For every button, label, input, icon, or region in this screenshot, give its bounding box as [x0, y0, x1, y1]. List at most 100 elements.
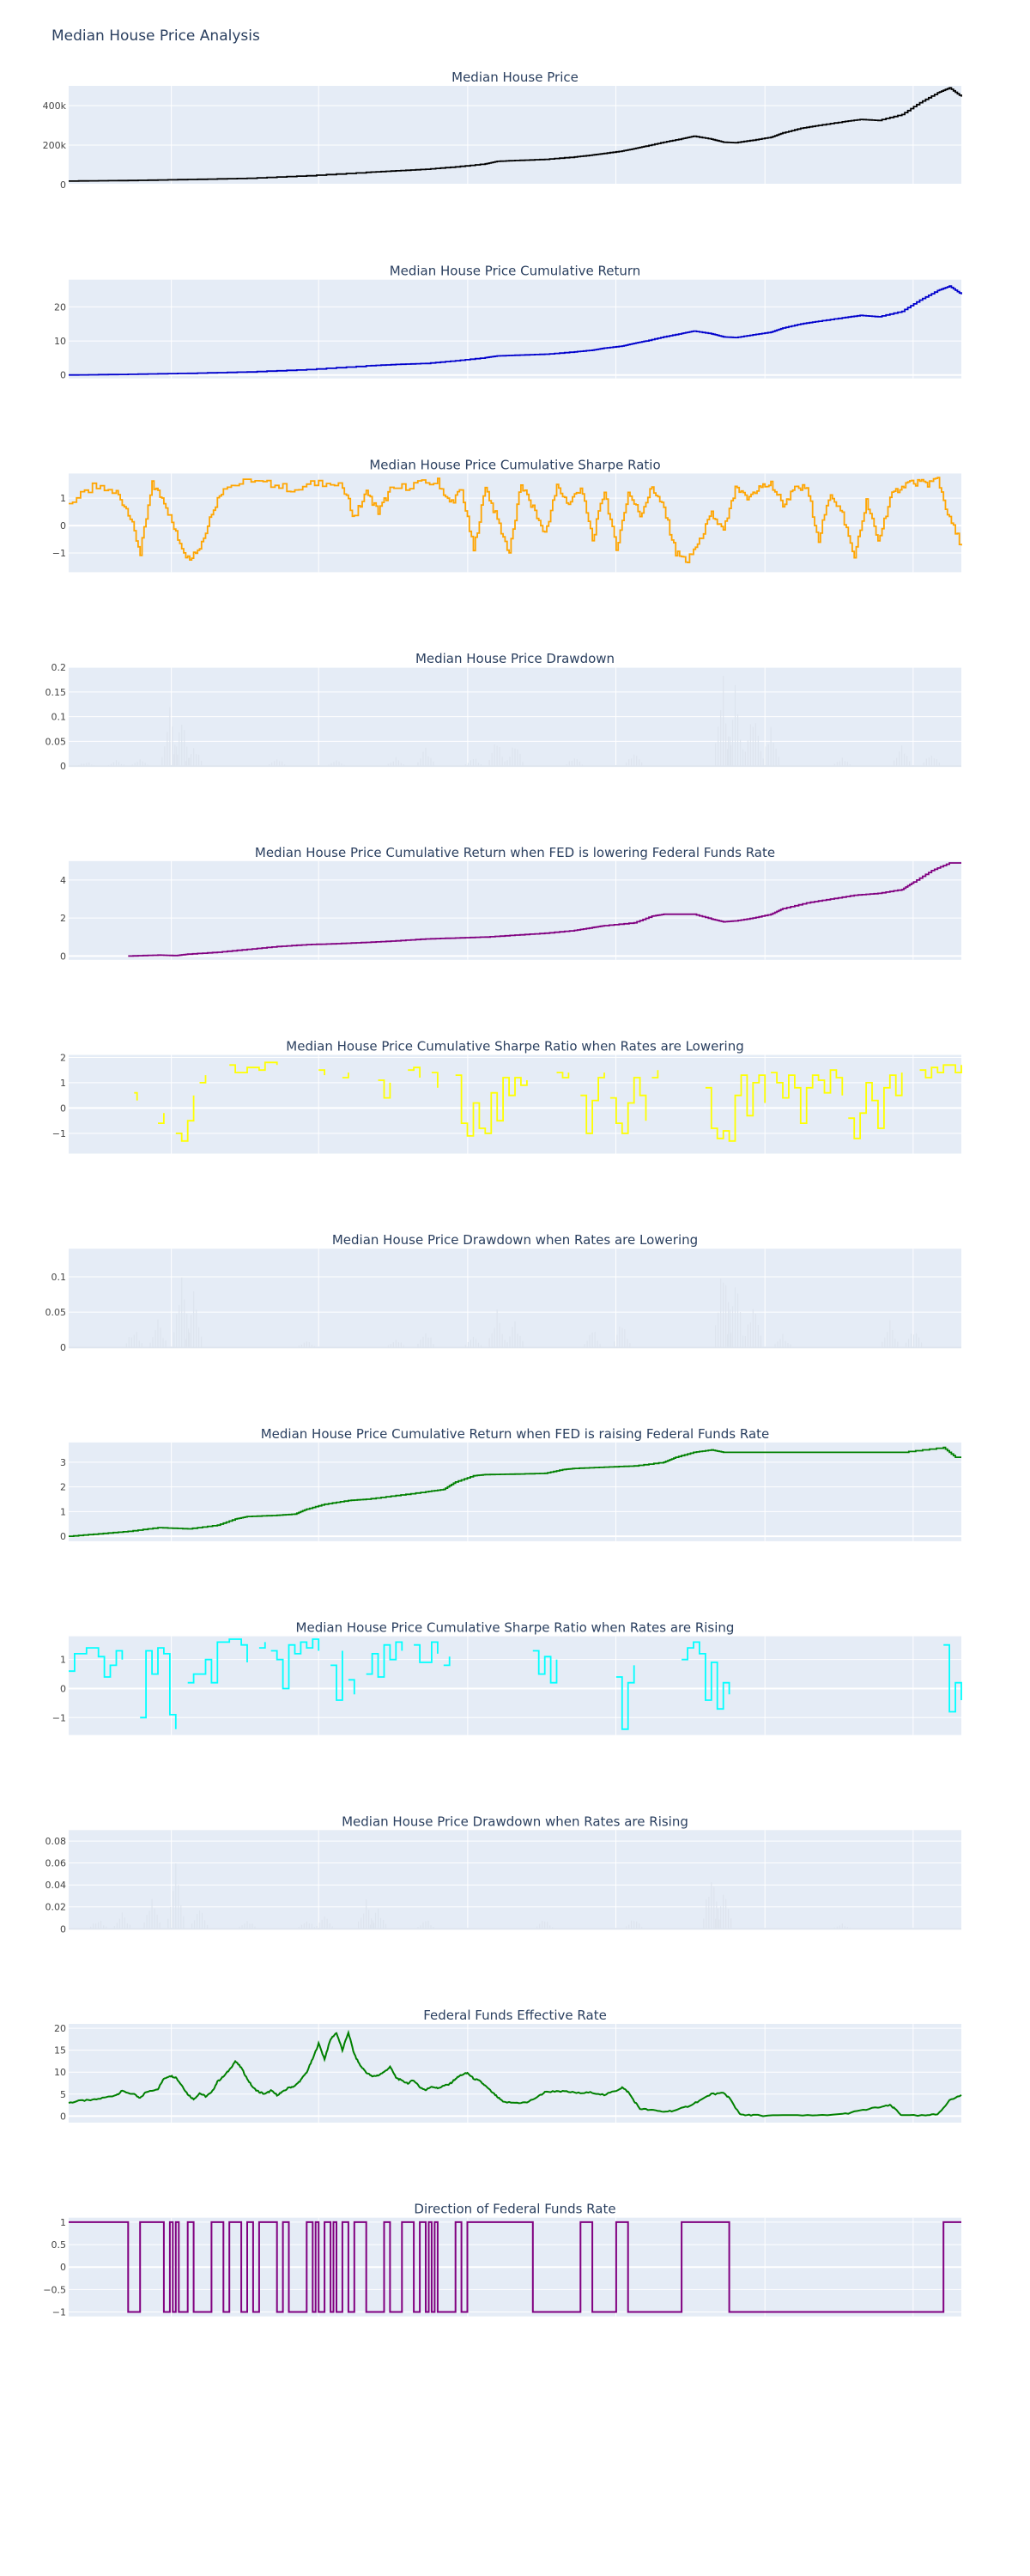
- plot-background: [69, 86, 961, 185]
- series-segment: [580, 1072, 605, 1134]
- y-tick-label: 0: [60, 951, 66, 962]
- series-segment: [848, 1072, 903, 1139]
- plot-background: [69, 1830, 961, 1929]
- chart-title: Median House Price Cumulative Sharpe Rat…: [286, 1039, 743, 1054]
- series-segment: [199, 1075, 207, 1084]
- y-tick-label: 0.2: [52, 662, 67, 673]
- series-line: [69, 477, 962, 563]
- y-tick-label: 0.15: [45, 687, 67, 698]
- chart-title: Median House Price Drawdown when Rates a…: [332, 1232, 698, 1248]
- chart-3: −1 0 1 Median House Price Cumulative Sharpe…: [52, 457, 962, 573]
- y-tick-label: 20: [54, 301, 66, 313]
- series-segment: [556, 1072, 570, 1078]
- chart-title: Median House Price Drawdown: [415, 651, 615, 666]
- chart-title: Median House Price Cumulative Sharpe Rat…: [296, 1620, 735, 1636]
- plot-background: [69, 1054, 961, 1154]
- y-tick-label: 0.5: [52, 2239, 67, 2251]
- y-tick-label: 0.1: [52, 712, 67, 723]
- series-segment: [134, 1091, 138, 1101]
- y-tick-label: 0: [60, 1342, 66, 1353]
- y-tick-label: 0: [60, 761, 66, 772]
- y-tick-label: 15: [54, 2045, 66, 2057]
- y-tick-label: 0: [60, 2262, 66, 2273]
- chart-1: 0 200k 400k Median House Price: [43, 70, 962, 191]
- chart-10: 0 0.02 0.04 0.06 0.08 Median House Price Draw…: [45, 1814, 961, 1935]
- chart-5: 0 2 4 Median House Price Cumulative Return …: [60, 845, 961, 962]
- series-segment: [378, 1079, 391, 1099]
- chart-7: 0 0.05 0.1 Median House Price Drawdown when…: [45, 1232, 961, 1353]
- chart-8: 0 1 2 3 Median House Price Cumulative Return…: [60, 1426, 961, 1542]
- chart-title: Median House Price Cumulative Return whe…: [255, 845, 775, 860]
- y-tick-label: 0.05: [45, 736, 67, 747]
- y-tick-label: 0: [60, 1683, 66, 1694]
- y-tick-label: −1: [52, 1712, 66, 1723]
- y-tick-label: 5: [60, 2089, 66, 2100]
- y-tick-label: 10: [54, 336, 66, 347]
- y-tick-label: 0: [60, 520, 66, 532]
- series-segment: [187, 1638, 248, 1684]
- y-tick-label: 1: [60, 2217, 66, 2228]
- series-segment: [443, 1656, 451, 1667]
- chart-title: Direction of Federal Funds Rate: [414, 2202, 615, 2217]
- chart-title: Median House Price: [451, 70, 579, 85]
- page-title: Median House Price Analysis: [52, 27, 260, 45]
- chart-title: Federal Funds Effective Rate: [423, 2008, 607, 2023]
- series-segment: [414, 1641, 439, 1663]
- y-tick-label: −1: [52, 2306, 66, 2318]
- plot-background: [69, 2024, 961, 2123]
- chart-11: 0 5 10 15 20 Federal Funds Effective Rate: [54, 2008, 962, 2123]
- series-segment: [366, 1641, 403, 1678]
- y-tick-label: −1: [52, 548, 66, 559]
- y-tick-label: 0: [60, 179, 66, 191]
- y-tick-label: 20: [54, 2023, 66, 2034]
- series-segment: [348, 1679, 355, 1695]
- series-line: [69, 285, 962, 376]
- y-tick-label: 4: [60, 875, 66, 886]
- plot-background: [69, 860, 961, 960]
- series-segment: [175, 1095, 195, 1142]
- y-tick-label: 0: [60, 2111, 66, 2122]
- y-tick-label: 10: [54, 2067, 66, 2078]
- series-segment: [229, 1061, 278, 1073]
- y-tick-label: 2: [60, 1052, 66, 1063]
- chart-4: 0 0.05 0.1 0.15 0.2 Median House Price Drawdo…: [45, 651, 961, 772]
- series-line: [128, 862, 961, 957]
- y-tick-label: 1: [60, 1078, 66, 1089]
- y-tick-label: 0: [60, 1531, 66, 1542]
- series-segment: [609, 1077, 647, 1134]
- series-segment: [431, 1072, 439, 1088]
- series-segment: [69, 1647, 124, 1678]
- series-line: [69, 1446, 961, 1537]
- plot-background: [69, 1636, 961, 1735]
- y-tick-label: 2: [60, 913, 66, 924]
- y-tick-label: 0.06: [45, 1858, 67, 1869]
- y-tick-label: −1: [52, 1128, 66, 1139]
- series-line: [69, 2221, 961, 2313]
- chart-title: Median House Price Cumulative Return whe…: [261, 1426, 770, 1442]
- y-tick-label: 1: [60, 493, 66, 504]
- series-segment: [651, 1070, 659, 1078]
- y-tick-label: 0: [60, 1923, 66, 1935]
- series-segment: [615, 1665, 635, 1730]
- y-tick-label: 0.1: [52, 1272, 67, 1283]
- chart-title: Median House Price Drawdown when Rates a…: [342, 1814, 688, 1829]
- chart-6: −1 0 1 2 Median House Price Cumulative Sharp…: [52, 1039, 962, 1154]
- series-segment: [455, 1074, 528, 1137]
- y-tick-label: 2: [60, 1482, 66, 1493]
- series-segment: [532, 1649, 558, 1684]
- y-tick-label: 200k: [43, 140, 67, 151]
- series-segment: [682, 1641, 730, 1710]
- series-segment: [943, 1643, 962, 1713]
- series-line: [68, 2029, 962, 2117]
- y-tick-label: 1: [60, 1506, 66, 1517]
- y-tick-label: 400k: [43, 100, 67, 112]
- y-tick-label: 0.08: [45, 1836, 67, 1847]
- y-tick-label: 3: [60, 1457, 66, 1468]
- series-segment: [919, 1064, 962, 1078]
- y-tick-label: 0.04: [45, 1880, 67, 1891]
- y-tick-label: 0.02: [45, 1902, 67, 1913]
- series-line: [69, 87, 962, 182]
- series-segment: [771, 1069, 844, 1124]
- chart-2: 0 10 20 Median House Price Cumulative Retur…: [54, 264, 962, 381]
- series-segment: [158, 1113, 165, 1124]
